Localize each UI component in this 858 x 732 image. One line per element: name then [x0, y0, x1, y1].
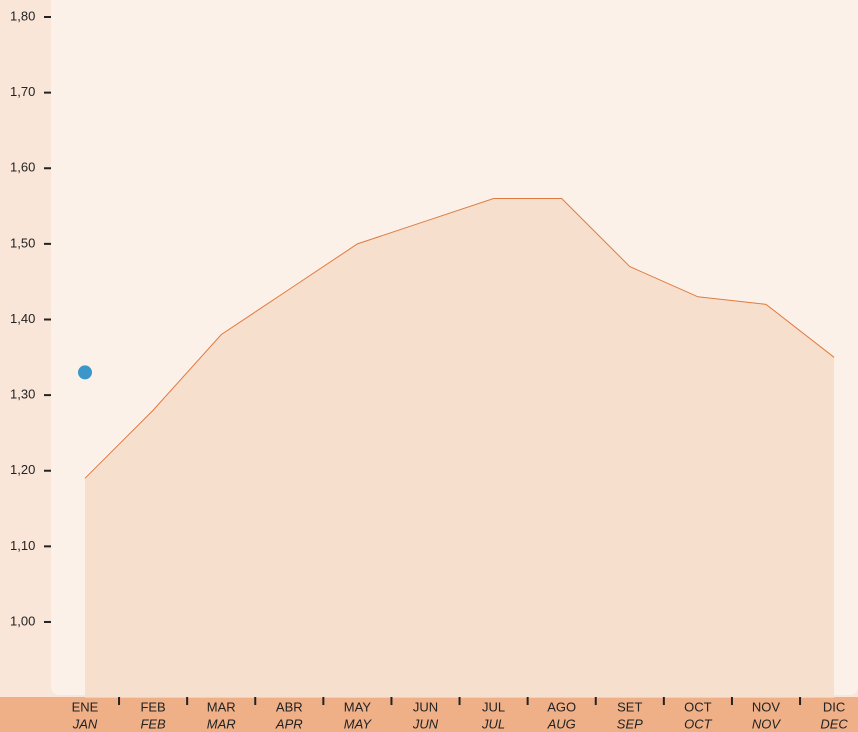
x-tick-label: AGO — [547, 699, 576, 714]
x-tick-label-alt: SEP — [617, 716, 643, 731]
y-tick-label: 1,80 — [10, 8, 35, 23]
x-tick-label: NOV — [752, 699, 781, 714]
x-tick-label: DIC — [823, 699, 845, 714]
line — [84, 197, 835, 479]
y-tick-label: 1,00 — [10, 613, 35, 628]
x-axis-band — [0, 697, 858, 732]
x-tick-label-alt: JAN — [72, 716, 98, 731]
x-tick-label-alt: NOV — [752, 716, 782, 731]
x-tick-label-alt: JUL — [481, 716, 505, 731]
area — [85, 198, 835, 698]
y-tick-label: 1,30 — [10, 387, 35, 402]
y-tick-label: 1,50 — [10, 235, 35, 250]
x-tick-label-alt: DEC — [820, 716, 848, 731]
y-tick-label: 1,40 — [10, 311, 35, 326]
x-tick-label: JUN — [413, 699, 438, 714]
x-tick-label-alt: FEB — [140, 716, 166, 731]
x-tick-label-alt: OCT — [684, 716, 713, 731]
x-tick-label: MAY — [344, 699, 372, 714]
y-tick-label: 1,10 — [10, 538, 35, 553]
x-tick-label-alt: JUN — [412, 716, 439, 731]
x-tick-label-alt: MAY — [344, 716, 373, 731]
x-tick-label-alt: APR — [275, 716, 303, 731]
y-tick-label: 1,20 — [10, 462, 35, 477]
x-tick-label-alt: AUG — [547, 716, 576, 731]
x-tick-label: OCT — [684, 699, 712, 714]
x-tick-label: ENE — [72, 699, 99, 714]
x-tick-label: JUL — [482, 699, 505, 714]
x-tick-label: FEB — [140, 699, 165, 714]
x-tick-label: MAR — [207, 699, 236, 714]
x-tick-label-alt: MAR — [207, 716, 236, 731]
y-tick-label: 1,60 — [10, 160, 35, 175]
x-tick-label: ABR — [276, 699, 303, 714]
y-tick-label: 1,70 — [10, 84, 35, 99]
point — [78, 365, 92, 380]
x-tick-label: SET — [617, 699, 642, 714]
